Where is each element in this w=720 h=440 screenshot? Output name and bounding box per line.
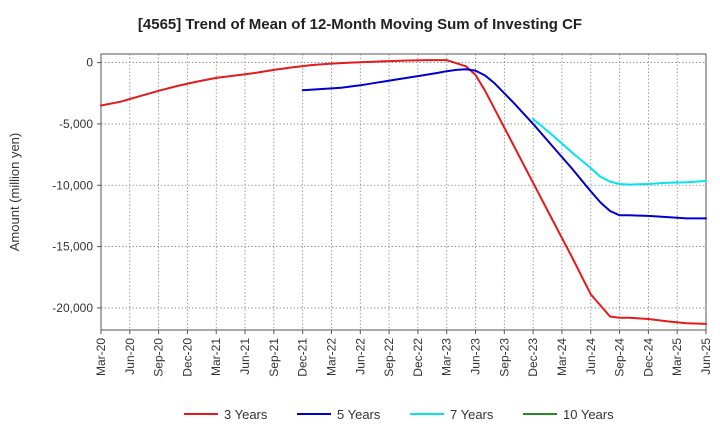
legend-label: 7 Years: [450, 407, 494, 422]
x-tick-label: Mar-20: [94, 338, 108, 376]
x-tick-label: Jun-20: [123, 338, 137, 375]
x-tick-label: Jun-23: [469, 338, 483, 375]
x-tick-label: Mar-22: [324, 338, 338, 376]
x-tick-label: Dec-21: [296, 338, 310, 377]
x-tick-label: Dec-24: [641, 338, 655, 377]
series-line-3-years: [100, 59, 707, 325]
y-axis-ticks: 0 -5,000 -10,000 -15,000 -20,000: [52, 56, 101, 315]
x-tick-label: Sep-20: [152, 338, 166, 377]
x-tick-label: Dec-22: [411, 338, 425, 377]
x-tick-label: Dec-23: [526, 338, 540, 377]
y-axis-label: Amount (million yen): [7, 133, 22, 252]
y-tick-label: -5,000: [59, 117, 93, 131]
x-tick-label: Mar-25: [670, 338, 684, 376]
legend-label: 3 Years: [224, 407, 268, 422]
series-lines: [100, 59, 707, 325]
x-tick-label: Jun-21: [238, 338, 252, 375]
x-tick-label: Jun-25: [699, 338, 713, 375]
grid-lines: [100, 54, 707, 330]
chart-title: [4565] Trend of Mean of 12-Month Moving …: [138, 16, 582, 33]
legend-label: 5 Years: [337, 407, 381, 422]
x-tick-label: Sep-24: [613, 338, 627, 377]
y-tick-label: 0: [86, 56, 93, 70]
x-tick-label: Jun-22: [353, 338, 367, 375]
x-tick-label: Mar-21: [209, 338, 223, 376]
series-line-7-years: [532, 118, 707, 186]
y-tick-label: -20,000: [52, 301, 93, 315]
y-tick-label: -10,000: [52, 178, 93, 192]
y-tick-label: -15,000: [52, 240, 93, 254]
x-tick-label: Sep-22: [382, 338, 396, 377]
x-tick-label: Dec-20: [180, 338, 194, 377]
x-tick-label: Sep-21: [267, 338, 281, 377]
x-tick-label: Mar-23: [440, 338, 454, 376]
x-tick-label: Jun-24: [584, 338, 598, 375]
legend: 3 Years 5 Years 7 Years 10 Years: [184, 407, 614, 422]
x-tick-label: Mar-24: [555, 338, 569, 376]
x-axis-ticks: Mar-20 Jun-20 Sep-20 Dec-20 Mar-21 Jun-21 Sep-…: [94, 330, 713, 377]
x-tick-label: Sep-23: [497, 338, 511, 377]
legend-label: 10 Years: [563, 407, 614, 422]
plot-area: [100, 53, 707, 331]
series-line-5-years: [301, 68, 707, 220]
